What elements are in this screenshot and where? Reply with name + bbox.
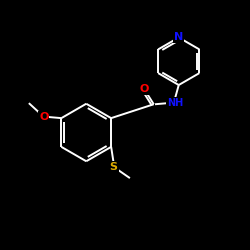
Text: O: O bbox=[39, 112, 48, 122]
Text: O: O bbox=[140, 84, 149, 94]
Text: N: N bbox=[174, 32, 184, 42]
Text: NH: NH bbox=[167, 98, 183, 108]
Text: S: S bbox=[110, 162, 118, 172]
